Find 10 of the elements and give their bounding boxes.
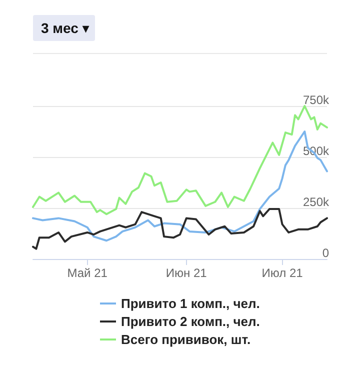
x-tick-label: Июн 21 (166, 266, 208, 280)
y-tick-label: 750k (302, 93, 330, 107)
y-tick-label: 250k (302, 195, 330, 209)
legend-label: Привито 2 комп., чел. (121, 314, 260, 329)
legend-label: Привито 1 комп., чел. (121, 296, 260, 311)
legend-label: Всего прививок, шт. (121, 332, 251, 347)
x-tick-label: Май 21 (67, 266, 108, 280)
text: 3 мес ▾ (41, 20, 90, 36)
y-tick-label: 0 (322, 246, 330, 260)
x-tick-label: Июл 21 (262, 266, 304, 280)
